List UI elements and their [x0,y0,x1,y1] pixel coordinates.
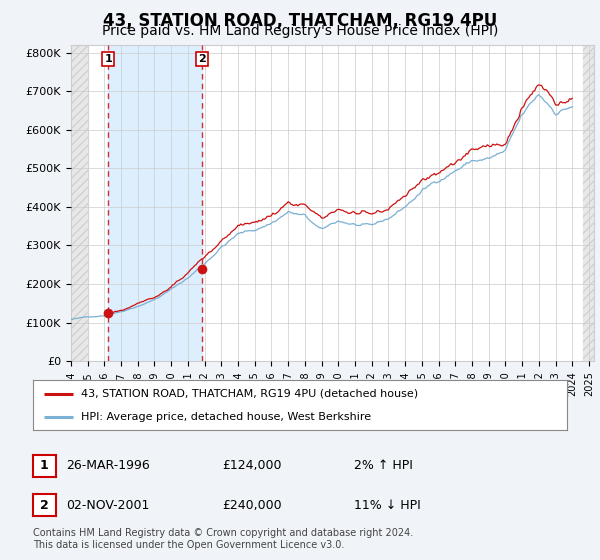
Bar [71,45,88,361]
Bar [583,45,594,361]
Text: £240,000: £240,000 [222,498,281,512]
Bar [583,45,594,361]
Text: 1: 1 [40,459,49,473]
Text: Contains HM Land Registry data © Crown copyright and database right 2024.
This d: Contains HM Land Registry data © Crown c… [33,528,413,550]
Text: 02-NOV-2001: 02-NOV-2001 [66,498,149,512]
Text: 43, STATION ROAD, THATCHAM, RG19 4PU: 43, STATION ROAD, THATCHAM, RG19 4PU [103,12,497,30]
Text: 11% ↓ HPI: 11% ↓ HPI [354,498,421,512]
Text: Price paid vs. HM Land Registry's House Price Index (HPI): Price paid vs. HM Land Registry's House … [102,24,498,38]
Text: 43, STATION ROAD, THATCHAM, RG19 4PU (detached house): 43, STATION ROAD, THATCHAM, RG19 4PU (de… [81,389,418,399]
Text: 2% ↑ HPI: 2% ↑ HPI [354,459,413,473]
Text: £124,000: £124,000 [222,459,281,473]
Text: 1: 1 [104,54,112,64]
Text: HPI: Average price, detached house, West Berkshire: HPI: Average price, detached house, West… [81,413,371,422]
Text: 26-MAR-1996: 26-MAR-1996 [66,459,150,473]
Bar [108,45,202,361]
Text: 2: 2 [40,498,49,512]
Bar [71,45,88,361]
Text: 2: 2 [198,54,206,64]
